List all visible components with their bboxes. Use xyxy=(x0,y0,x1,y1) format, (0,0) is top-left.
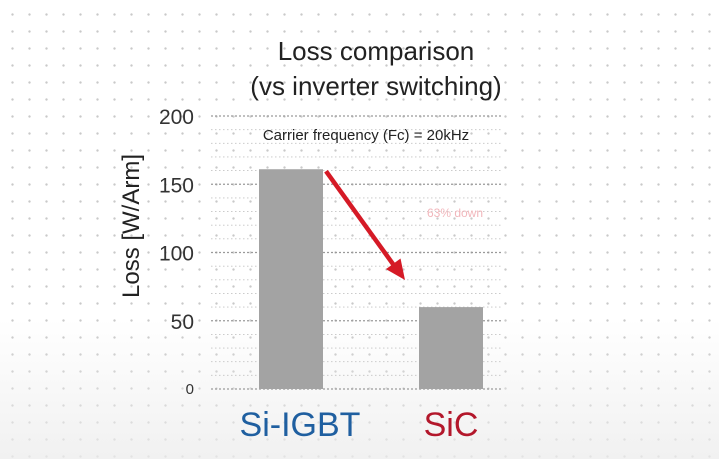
reduction-note: 63% down xyxy=(427,206,483,220)
arrow-shaft xyxy=(324,169,400,273)
chart-subtitle: (vs inverter switching) xyxy=(250,71,501,101)
chart-title: Loss comparison xyxy=(278,36,475,66)
y-tick-label: 200 xyxy=(159,106,194,129)
arrow-head xyxy=(385,258,405,280)
reduction-arrow xyxy=(324,169,405,280)
bar xyxy=(419,307,483,389)
category-label: SiC xyxy=(424,406,479,444)
y-tick-labels: 0 50 100 150 200 xyxy=(159,106,194,398)
carrier-frequency-note: Carrier frequency (Fc) = 20kHz xyxy=(263,127,469,144)
y-tick-label: 50 xyxy=(171,311,194,334)
y-tick-label: 100 xyxy=(159,243,194,266)
y-axis-label: Loss [W/Arm] xyxy=(118,154,145,298)
category-label: Si-IGBT xyxy=(240,406,361,444)
bars xyxy=(259,169,483,389)
y-tick-label: 0 xyxy=(186,381,194,398)
category-labels: Si-IGBT SiC xyxy=(240,406,479,444)
y-tick-label: 150 xyxy=(159,174,194,197)
bar xyxy=(259,169,323,389)
